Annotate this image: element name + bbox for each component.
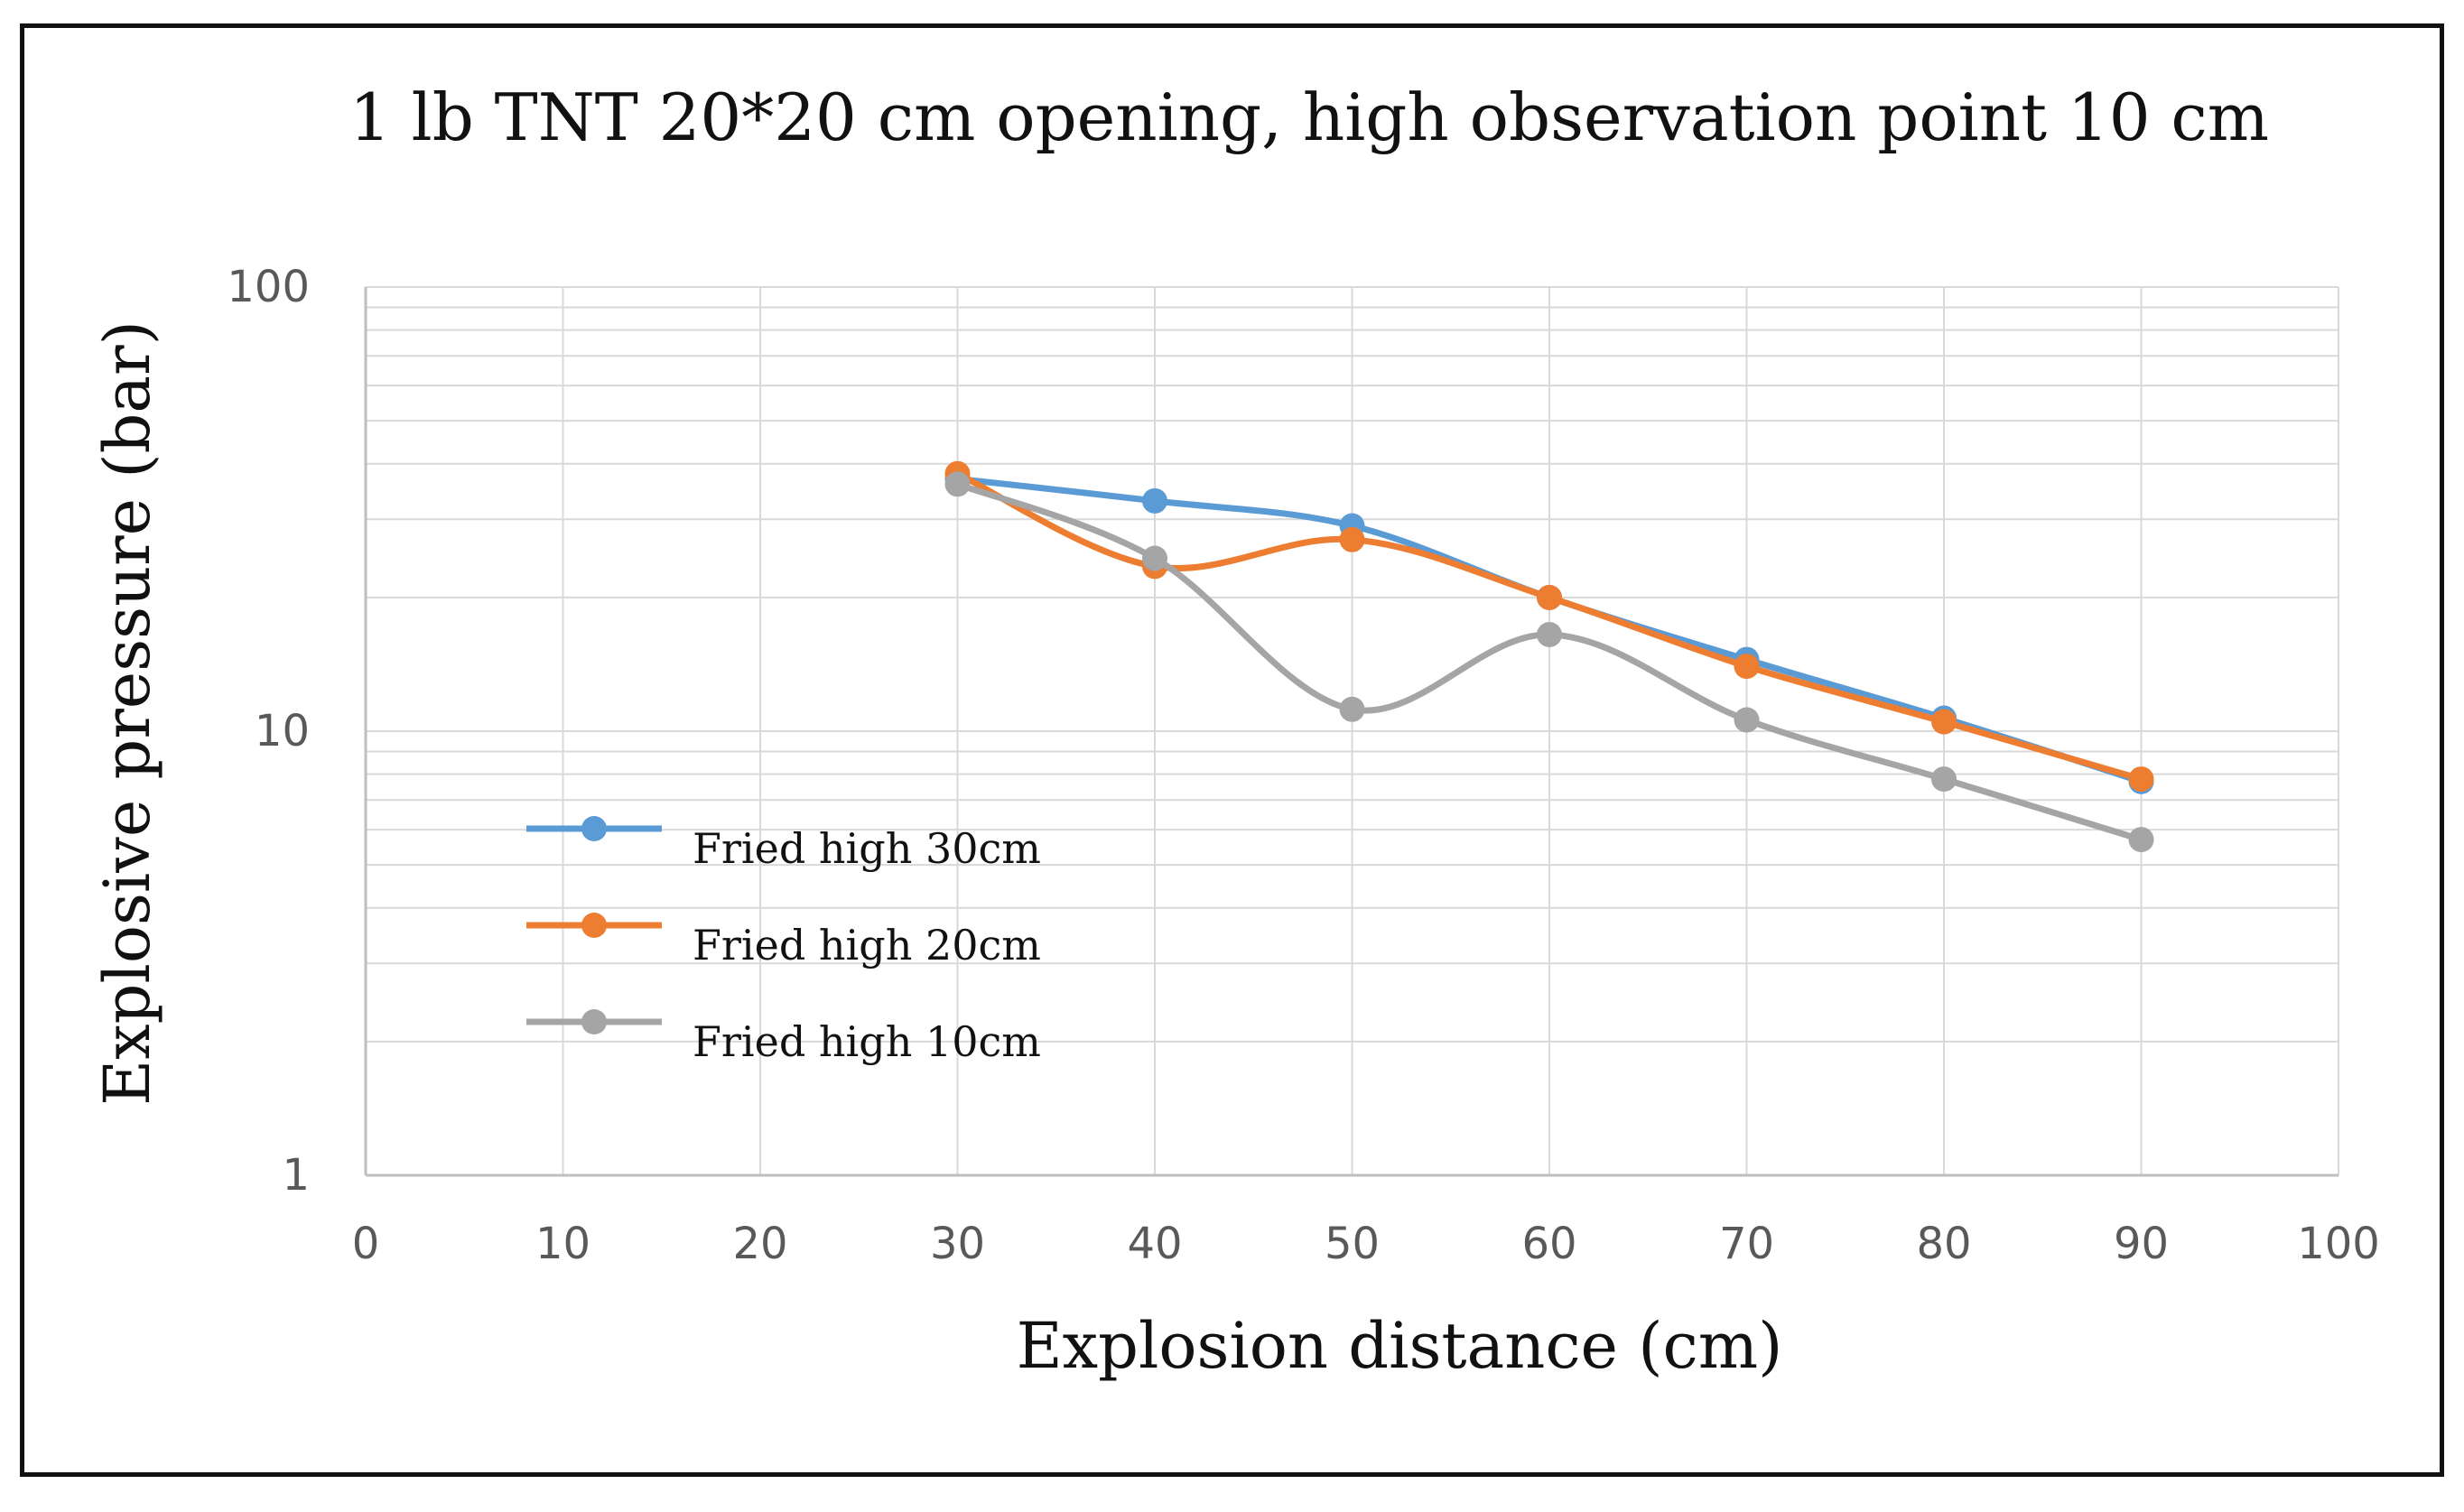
data-point[interactable] bbox=[1142, 545, 1167, 571]
y-axis-label: Explosive pressure (bar) bbox=[90, 320, 164, 1106]
y-tick-label: 1 bbox=[282, 1150, 310, 1201]
legend-item[interactable]: Fried high 20cm bbox=[526, 913, 1041, 969]
data-point[interactable] bbox=[1537, 621, 1562, 647]
data-point[interactable] bbox=[2128, 766, 2154, 793]
grid bbox=[366, 286, 2339, 1175]
data-point[interactable] bbox=[1931, 766, 1957, 793]
x-tick-label: 30 bbox=[930, 1219, 985, 1269]
data-point[interactable] bbox=[1339, 696, 1365, 722]
x-tick-label: 100 bbox=[2297, 1219, 2380, 1269]
x-tick-label: 40 bbox=[1127, 1219, 1182, 1269]
series-group bbox=[944, 460, 2154, 853]
data-point[interactable] bbox=[944, 471, 971, 497]
legend-label: Fried high 30cm bbox=[693, 824, 1041, 873]
x-tick-label: 60 bbox=[1521, 1219, 1576, 1269]
y-tick-label: 100 bbox=[227, 262, 310, 312]
legend[interactable]: Fried high 30cm Fried high 20cm Fried high… bbox=[526, 816, 1041, 1066]
x-tick-label: 20 bbox=[732, 1219, 787, 1269]
legend-swatch-marker bbox=[581, 1009, 607, 1034]
x-tick-label: 90 bbox=[2114, 1219, 2169, 1269]
chart-title: 1 lb TNT 20*20 cm opening, high observat… bbox=[349, 79, 2269, 155]
series-3 bbox=[944, 471, 2154, 853]
x-tick-labels: 0 10 20 30 40 50 60 70 80 90 100 bbox=[352, 1219, 2380, 1269]
x-tick-label: 10 bbox=[535, 1219, 590, 1269]
data-point[interactable] bbox=[1142, 487, 1167, 514]
legend-item[interactable]: Fried high 10cm bbox=[526, 1009, 1041, 1066]
data-point[interactable] bbox=[1734, 654, 1760, 680]
axes bbox=[364, 287, 2338, 1177]
x-tick-label: 70 bbox=[1719, 1219, 1774, 1269]
data-point[interactable] bbox=[1339, 526, 1365, 552]
legend-label: Fried high 10cm bbox=[693, 1017, 1041, 1066]
x-tick-label: 0 bbox=[352, 1219, 380, 1269]
data-point[interactable] bbox=[1537, 584, 1562, 610]
data-point[interactable] bbox=[2128, 827, 2154, 853]
x-tick-label: 50 bbox=[1325, 1219, 1380, 1269]
legend-swatch-marker bbox=[581, 816, 607, 841]
y-tick-label: 10 bbox=[255, 706, 310, 756]
data-point[interactable] bbox=[1734, 707, 1760, 733]
legend-item[interactable]: Fried high 30cm bbox=[526, 816, 1041, 873]
x-tick-label: 80 bbox=[1916, 1219, 1971, 1269]
data-point[interactable] bbox=[1931, 709, 1957, 735]
legend-swatch-marker bbox=[581, 913, 607, 938]
chart-frame bbox=[20, 23, 2444, 1477]
legend-label: Fried high 20cm bbox=[693, 921, 1041, 969]
x-axis-label: Explosion distance (cm) bbox=[1017, 1309, 1783, 1383]
y-tick-labels: 1 10 100 bbox=[227, 262, 310, 1201]
